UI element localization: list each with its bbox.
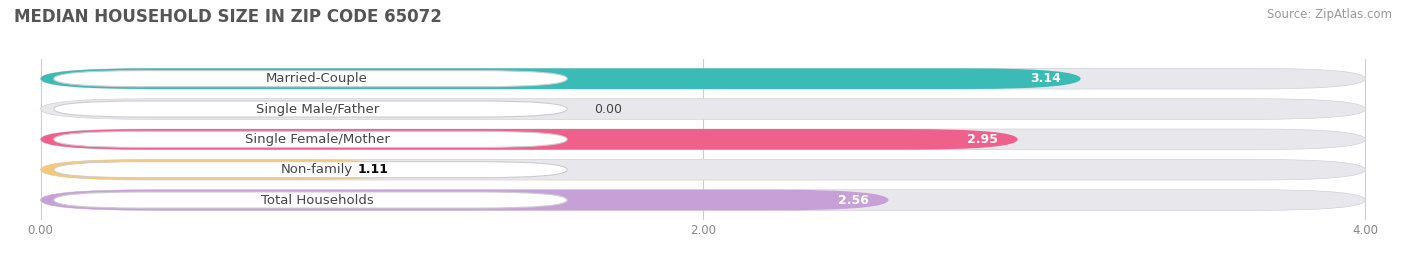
FancyBboxPatch shape bbox=[41, 68, 1365, 89]
Text: Single Female/Mother: Single Female/Mother bbox=[245, 133, 389, 146]
FancyBboxPatch shape bbox=[53, 192, 567, 208]
Text: Married-Couple: Married-Couple bbox=[266, 72, 368, 85]
FancyBboxPatch shape bbox=[41, 68, 1081, 89]
Text: 2.56: 2.56 bbox=[838, 193, 869, 207]
Text: 3.14: 3.14 bbox=[1029, 72, 1060, 85]
Text: Non-family: Non-family bbox=[281, 163, 353, 176]
FancyBboxPatch shape bbox=[41, 190, 889, 210]
FancyBboxPatch shape bbox=[41, 129, 1018, 150]
FancyBboxPatch shape bbox=[41, 159, 1365, 180]
FancyBboxPatch shape bbox=[41, 129, 1365, 150]
FancyBboxPatch shape bbox=[53, 101, 567, 117]
Text: 0.00: 0.00 bbox=[593, 103, 621, 116]
Text: 2.95: 2.95 bbox=[967, 133, 998, 146]
FancyBboxPatch shape bbox=[53, 71, 567, 87]
FancyBboxPatch shape bbox=[53, 131, 567, 147]
Text: Total Households: Total Households bbox=[260, 193, 374, 207]
FancyBboxPatch shape bbox=[41, 99, 1365, 119]
FancyBboxPatch shape bbox=[41, 159, 408, 180]
FancyBboxPatch shape bbox=[41, 190, 1365, 210]
FancyBboxPatch shape bbox=[53, 162, 567, 178]
Text: Single Male/Father: Single Male/Father bbox=[256, 103, 378, 116]
Text: Source: ZipAtlas.com: Source: ZipAtlas.com bbox=[1267, 8, 1392, 21]
Text: MEDIAN HOUSEHOLD SIZE IN ZIP CODE 65072: MEDIAN HOUSEHOLD SIZE IN ZIP CODE 65072 bbox=[14, 8, 441, 26]
Text: 1.11: 1.11 bbox=[357, 163, 388, 176]
